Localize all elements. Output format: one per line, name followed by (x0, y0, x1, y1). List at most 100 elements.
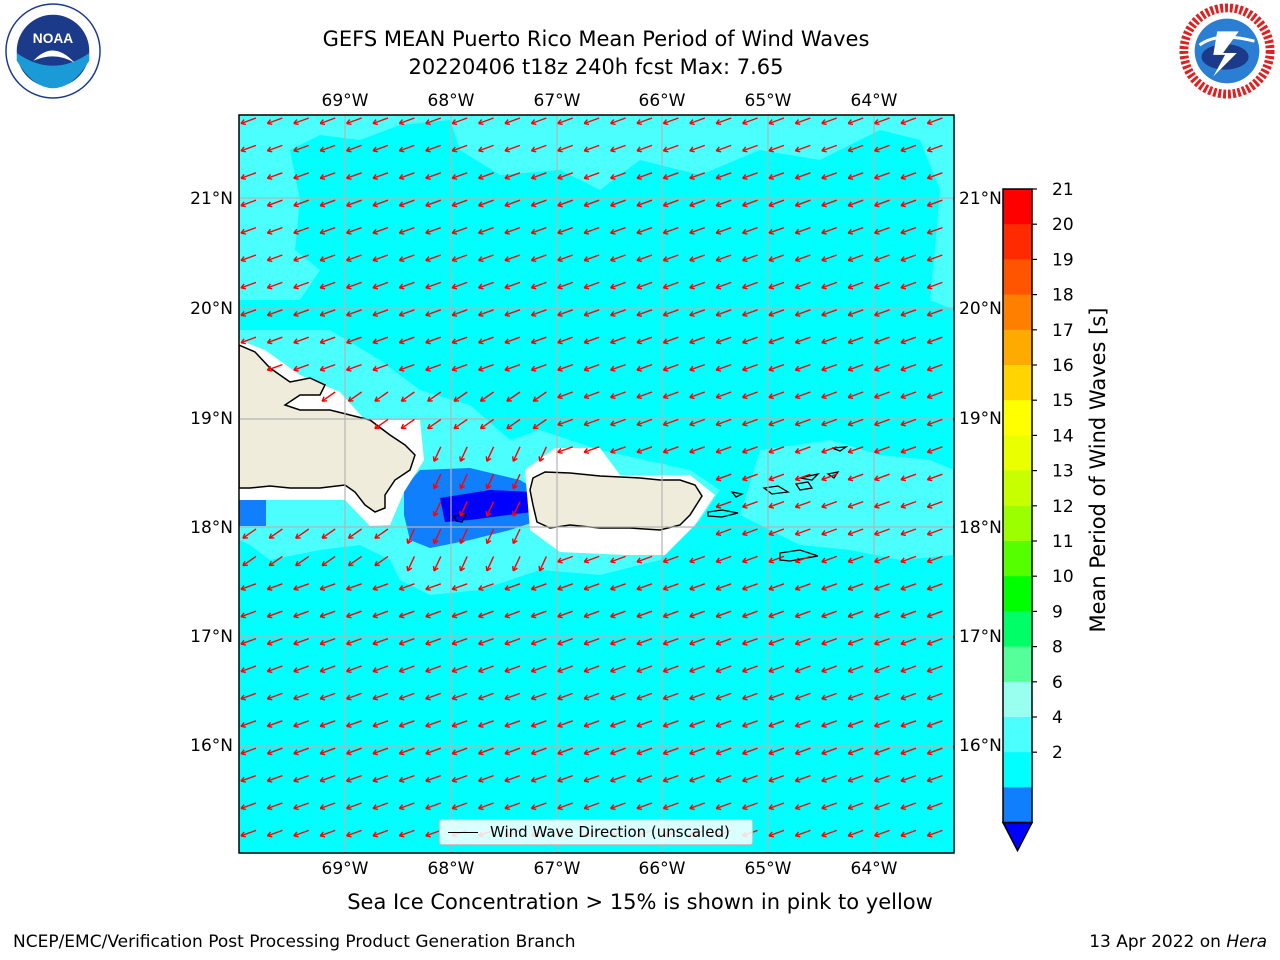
wind-arrow-shaft (531, 637, 547, 645)
wind-arrow-head (319, 201, 326, 208)
wind-arrow-shaft (636, 172, 653, 179)
wind-arrow-head (636, 119, 643, 126)
wind-arrow-shaft (821, 418, 838, 426)
wind-arrow-head (372, 310, 379, 317)
wind-arrow-shaft (321, 528, 336, 539)
wind-arrow-shaft (372, 610, 389, 618)
wind-arrow-shaft (504, 747, 521, 755)
wind-arrow-shaft (663, 446, 679, 453)
wind-arrow-head (926, 667, 933, 674)
wind-arrow-shaft (293, 774, 310, 782)
wind-arrow-shaft (663, 720, 679, 727)
wind-arrow-shaft (295, 555, 310, 567)
wind-arrow-shaft (372, 226, 389, 234)
wind-arrow-shaft (346, 610, 362, 618)
wind-arrow-shaft (425, 665, 442, 673)
wind-arrow-head (636, 639, 643, 646)
wind-arrow-head (398, 831, 405, 838)
wind-arrow-head (425, 119, 431, 126)
wind-arrow-head (715, 338, 722, 345)
wind-arrow-head (715, 639, 722, 646)
wind-arrow-head (557, 119, 563, 126)
wind-arrow-head (451, 201, 458, 208)
wind-arrow-shaft (531, 199, 547, 207)
wind-arrow-shaft (459, 473, 468, 489)
wind-arrow-shaft (900, 199, 917, 207)
wind-arrow-head (821, 749, 827, 756)
wind-arrow-head (504, 721, 511, 728)
wind-arrow-head (293, 338, 299, 345)
wind-arrow-head (478, 146, 484, 153)
wind-arrow-shaft (663, 391, 679, 399)
wind-arrow-head (432, 483, 439, 490)
wind-arrow-head (768, 228, 775, 235)
map-frame (238, 114, 955, 854)
wind-arrow-shaft (900, 720, 917, 727)
wind-arrow-head (451, 749, 458, 756)
wind-arrow-head (372, 256, 379, 263)
wind-arrow-head (319, 721, 326, 728)
wind-arrow-head (794, 256, 801, 263)
wind-arrow-shaft (583, 391, 600, 399)
wind-arrow-head (478, 749, 484, 756)
wind-arrow-head (662, 804, 669, 811)
wind-arrow-head (662, 119, 669, 126)
lat-tick-right: 18°N (959, 518, 1002, 538)
wind-arrow-head (715, 502, 722, 509)
wind-arrow-head (900, 749, 907, 756)
wind-arrow-shaft (874, 363, 890, 371)
wind-arrow-head (821, 831, 827, 838)
wind-arrow-head (715, 557, 722, 564)
wind-arrow-shaft (768, 226, 785, 234)
lon-tick-bottom: 64°W (851, 859, 898, 879)
wind-arrow-shaft (293, 144, 310, 152)
wind-arrow-head (794, 146, 801, 153)
wind-arrow-shaft (346, 144, 362, 152)
wind-arrow-shaft (399, 802, 415, 810)
wind-arrow-head (794, 338, 801, 345)
wind-arrow-shaft (451, 254, 468, 262)
wind-arrow-shaft (795, 172, 811, 179)
wind-arrow-shaft (319, 363, 336, 371)
wind-arrow-shaft (346, 336, 362, 344)
wind-arrow-head (557, 639, 563, 646)
wind-arrow-shaft (715, 117, 732, 125)
wind-arrow-shaft (583, 637, 600, 645)
wind-arrow-head (346, 119, 352, 126)
wind-arrow-shaft (267, 637, 283, 645)
wind-arrow-shaft (636, 665, 653, 673)
wind-arrow-shaft (319, 172, 336, 179)
wind-arrow-shaft (267, 692, 283, 700)
wind-arrow-shaft (927, 446, 943, 453)
wind-arrow-head (293, 612, 299, 619)
wind-arrow-shaft (583, 665, 600, 673)
wind-arrow-head (847, 530, 854, 537)
wind-arrow-shaft (504, 117, 521, 125)
wind-arrow-head (610, 256, 616, 263)
wind-arrow-shaft (374, 528, 389, 539)
wind-arrow-head (610, 557, 616, 564)
wind-arrow-head (610, 612, 616, 619)
wind-arrow-shaft (346, 281, 362, 289)
wind-arrow-shaft (927, 555, 943, 563)
wind-arrow-shaft (372, 583, 389, 590)
wind-arrow-head (512, 456, 518, 462)
wind-arrow-shaft (874, 473, 890, 481)
wind-arrow-head (504, 146, 511, 153)
wind-arrow-shaft (399, 637, 415, 645)
wind-arrow-shaft (504, 720, 521, 727)
wind-arrow-shaft (531, 774, 547, 782)
colorbar-tick-label: 6 (1052, 673, 1063, 693)
wind-arrow-head (293, 639, 299, 646)
wind-arrow-shaft (346, 583, 362, 590)
wind-arrow-head (847, 201, 854, 208)
wind-arrow-shaft (900, 665, 917, 673)
wind-arrow-shaft (874, 500, 890, 508)
wind-arrow-shaft (451, 199, 468, 207)
wind-arrow-head (715, 776, 722, 783)
wind-arrow-shaft (847, 637, 864, 645)
lat-tick-right: 19°N (959, 409, 1002, 429)
wind-arrow-shaft (715, 446, 732, 453)
wind-arrow-shaft (425, 336, 442, 344)
wind-arrow-head (374, 423, 380, 430)
